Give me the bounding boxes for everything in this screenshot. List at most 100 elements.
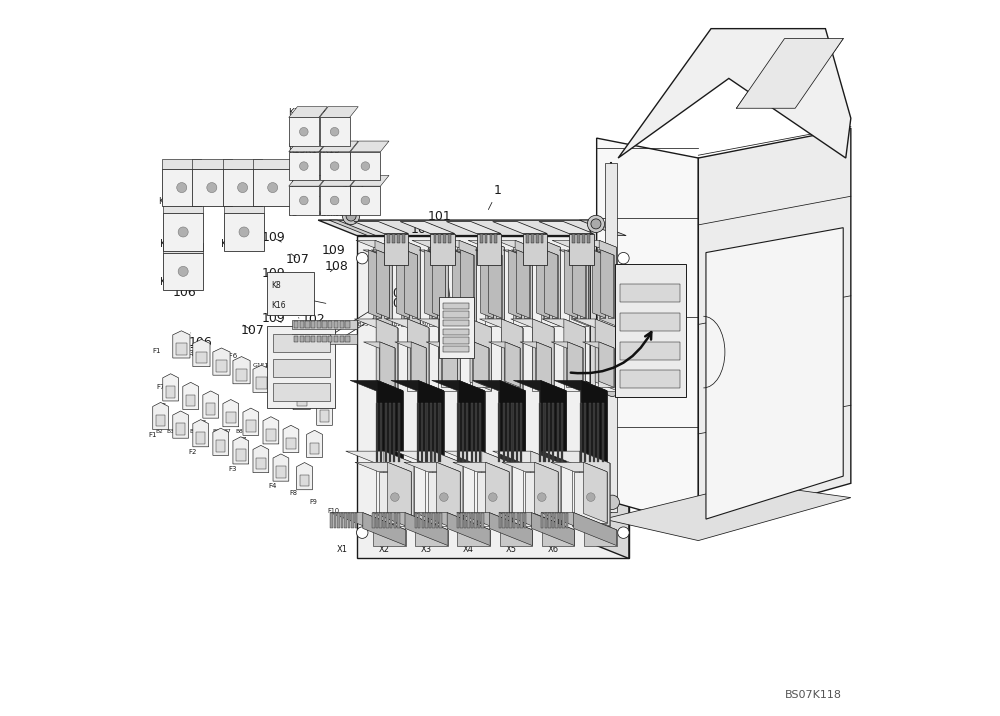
Text: 109: 109 xyxy=(322,244,346,257)
Bar xyxy=(322,336,327,342)
Polygon shape xyxy=(595,319,617,390)
Bar xyxy=(334,336,338,342)
Text: K9: K9 xyxy=(288,190,300,199)
Polygon shape xyxy=(554,380,607,391)
Polygon shape xyxy=(474,513,477,528)
Circle shape xyxy=(300,196,308,205)
Polygon shape xyxy=(417,391,444,462)
Polygon shape xyxy=(535,463,558,523)
Polygon shape xyxy=(226,412,236,423)
Polygon shape xyxy=(572,233,575,243)
Polygon shape xyxy=(391,250,409,255)
Polygon shape xyxy=(256,458,266,469)
Polygon shape xyxy=(415,513,490,530)
Polygon shape xyxy=(412,241,448,247)
Polygon shape xyxy=(504,348,520,387)
Polygon shape xyxy=(493,451,561,463)
Polygon shape xyxy=(468,241,504,247)
Polygon shape xyxy=(276,386,287,397)
Polygon shape xyxy=(515,241,532,326)
Polygon shape xyxy=(397,233,400,243)
Polygon shape xyxy=(532,513,574,546)
Polygon shape xyxy=(706,228,843,519)
Text: 109: 109 xyxy=(262,312,286,325)
Circle shape xyxy=(440,493,448,501)
Circle shape xyxy=(361,196,370,205)
Polygon shape xyxy=(267,326,335,408)
Polygon shape xyxy=(440,241,476,247)
Polygon shape xyxy=(590,220,629,558)
Polygon shape xyxy=(350,175,389,186)
Polygon shape xyxy=(206,403,215,415)
Polygon shape xyxy=(385,404,387,462)
Polygon shape xyxy=(404,255,409,318)
Polygon shape xyxy=(470,327,491,390)
Polygon shape xyxy=(380,342,395,387)
Polygon shape xyxy=(405,250,417,318)
Polygon shape xyxy=(608,255,614,318)
Text: F7F8: F7F8 xyxy=(156,384,173,390)
Polygon shape xyxy=(438,404,441,462)
Polygon shape xyxy=(432,255,437,318)
Polygon shape xyxy=(253,159,292,169)
Text: F1: F1 xyxy=(153,348,161,354)
Bar xyxy=(863,163,874,512)
Polygon shape xyxy=(418,513,420,528)
Polygon shape xyxy=(485,247,504,326)
Polygon shape xyxy=(572,463,610,526)
Text: K3: K3 xyxy=(228,221,240,230)
Circle shape xyxy=(591,219,601,229)
Polygon shape xyxy=(615,264,686,397)
Polygon shape xyxy=(571,241,588,326)
Polygon shape xyxy=(163,203,203,213)
Text: F3: F3 xyxy=(229,466,237,472)
Polygon shape xyxy=(599,342,614,387)
Polygon shape xyxy=(292,320,357,329)
Text: B6: B6 xyxy=(212,429,220,434)
Polygon shape xyxy=(511,319,554,327)
Polygon shape xyxy=(193,339,210,367)
Polygon shape xyxy=(542,530,574,546)
Polygon shape xyxy=(350,380,403,391)
Polygon shape xyxy=(524,241,560,247)
Text: B9: B9 xyxy=(247,429,254,434)
Polygon shape xyxy=(489,342,520,348)
Polygon shape xyxy=(583,342,614,348)
Circle shape xyxy=(618,253,629,264)
Polygon shape xyxy=(494,233,497,243)
Polygon shape xyxy=(384,451,414,526)
Text: BS07K118: BS07K118 xyxy=(785,690,842,700)
Polygon shape xyxy=(548,513,551,528)
Polygon shape xyxy=(587,233,590,243)
Polygon shape xyxy=(552,404,554,462)
Polygon shape xyxy=(297,395,307,406)
Circle shape xyxy=(489,493,497,501)
Polygon shape xyxy=(552,513,554,528)
Circle shape xyxy=(346,211,356,221)
Polygon shape xyxy=(320,117,350,146)
Polygon shape xyxy=(581,380,607,462)
Polygon shape xyxy=(224,203,264,213)
Polygon shape xyxy=(192,169,232,206)
Polygon shape xyxy=(403,241,420,326)
Polygon shape xyxy=(536,233,539,243)
Bar xyxy=(340,336,344,342)
Polygon shape xyxy=(320,152,350,180)
Text: 109: 109 xyxy=(262,231,286,244)
Text: B7: B7 xyxy=(224,429,231,434)
Text: 101: 101 xyxy=(428,210,457,353)
Polygon shape xyxy=(589,404,591,462)
Polygon shape xyxy=(380,404,382,462)
Polygon shape xyxy=(490,233,492,243)
Polygon shape xyxy=(439,513,442,528)
Polygon shape xyxy=(256,377,267,389)
Polygon shape xyxy=(559,250,577,255)
Bar xyxy=(340,321,344,328)
Polygon shape xyxy=(582,233,585,243)
Polygon shape xyxy=(473,380,525,391)
Polygon shape xyxy=(196,352,207,363)
Polygon shape xyxy=(283,425,299,453)
Polygon shape xyxy=(422,513,424,528)
Polygon shape xyxy=(551,463,607,472)
Polygon shape xyxy=(376,513,378,528)
